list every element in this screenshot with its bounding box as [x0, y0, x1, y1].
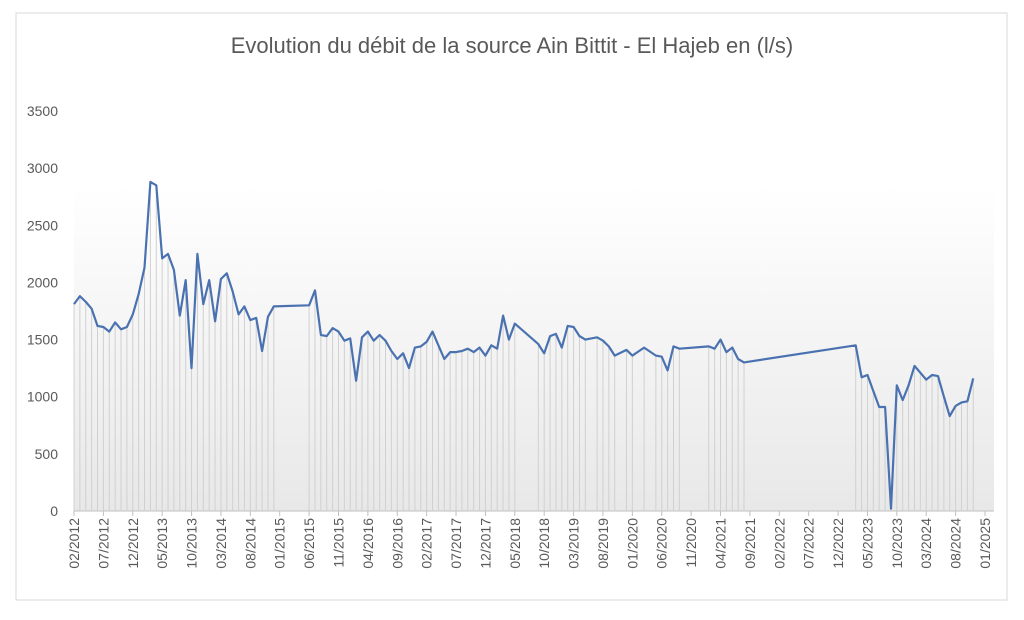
x-tick-label: 02/2017	[419, 518, 435, 569]
x-tick-label: 03/2019	[566, 518, 582, 569]
y-tick-label: 2500	[27, 217, 58, 233]
x-tick-label: 02/2022	[771, 518, 787, 569]
y-tick-label: 1500	[27, 332, 58, 348]
x-tick-label: 12/2022	[830, 518, 846, 569]
y-tick-label: 500	[35, 446, 59, 462]
x-tick-label: 08/2024	[948, 518, 964, 569]
x-tick-label: 10/2018	[536, 518, 552, 569]
y-tick-label: 3500	[27, 103, 58, 119]
x-tick-label: 04/2021	[713, 518, 729, 569]
x-tick-label: 11/2020	[683, 518, 699, 568]
x-tick-label: 06/2020	[654, 518, 670, 569]
x-tick-label: 01/2020	[624, 518, 640, 569]
x-tick-label: 04/2016	[360, 518, 376, 569]
y-tick-label: 3000	[27, 160, 58, 176]
x-tick-label: 07/2017	[448, 518, 464, 569]
x-tick-label: 06/2015	[301, 518, 317, 569]
x-tick-label: 12/2012	[125, 518, 141, 569]
data-line	[73, 180, 975, 510]
x-tick-label: 03/2014	[213, 518, 229, 569]
x-tick-label: 05/2023	[859, 518, 875, 569]
x-tick-label: 07/2022	[801, 518, 817, 569]
x-tick-label: 03/2024	[918, 518, 934, 569]
y-tick-label: 0	[50, 503, 58, 519]
y-tick-label: 2000	[27, 274, 58, 290]
x-tick-label: 05/2013	[154, 518, 170, 569]
x-tick-label: 05/2018	[507, 518, 523, 569]
x-tick-label: 07/2012	[95, 518, 111, 569]
x-tick-label: 09/2021	[742, 518, 758, 569]
x-tick-label: 10/2023	[889, 518, 905, 569]
x-tick-label: 11/2015	[330, 518, 346, 568]
x-tick-label: 09/2016	[389, 518, 405, 569]
x-tick-label: 01/2015	[272, 518, 288, 569]
x-tick-label: 12/2017	[477, 518, 493, 569]
x-tick-label: 02/2012	[66, 518, 82, 569]
x-tick-label: 01/2025	[977, 518, 993, 569]
y-tick-label: 1000	[27, 389, 58, 405]
chart-title: Evolution du débit de la source Ain Bitt…	[231, 33, 794, 58]
x-tick-label: 08/2014	[242, 518, 258, 569]
x-tick-label: 10/2013	[184, 518, 200, 569]
x-tick-label: 08/2019	[595, 518, 611, 569]
